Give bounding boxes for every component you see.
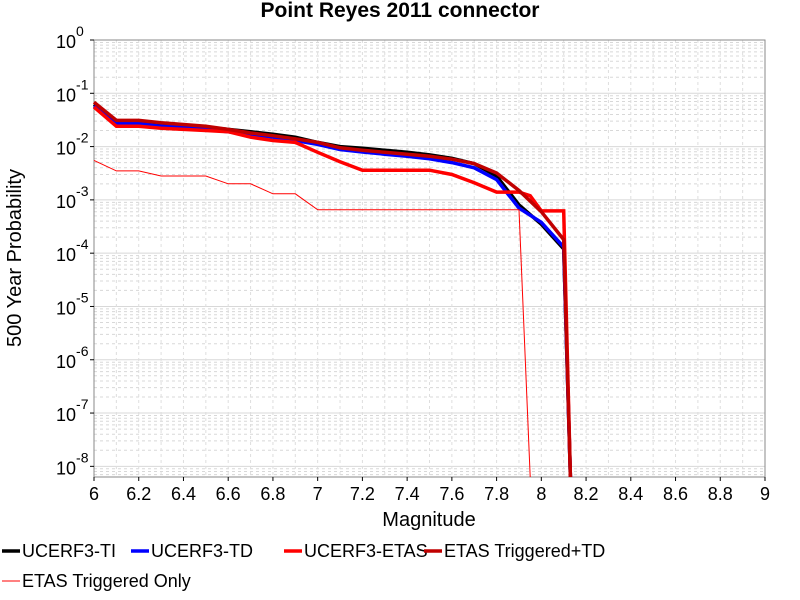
x-tick-label: 7 (313, 484, 323, 504)
y-tick-label: 10-1 (56, 76, 89, 105)
legend: UCERF3-TI UCERF3-TD UCERF3-ETAS ETAS Trigge… (2, 541, 605, 591)
x-tick-label: 6.4 (171, 484, 196, 504)
legend-item: ETAS Triggered Only (2, 571, 191, 591)
legend-label: UCERF3-TI (22, 541, 116, 561)
y-tick-label: 10-6 (56, 343, 89, 372)
x-tick-label: 6 (89, 484, 99, 504)
x-tick-label: 8.6 (663, 484, 688, 504)
x-tick-label: 7.2 (350, 484, 375, 504)
series-line-etas-triggered-only (93, 159, 531, 478)
grid (93, 39, 766, 477)
legend-item: UCERF3-TI (2, 541, 116, 561)
y-tick-label: 10-8 (56, 449, 89, 478)
y-tick-label: 10-4 (56, 236, 89, 265)
x-tick-label: 6.2 (126, 484, 151, 504)
x-tick-label: 9 (760, 484, 770, 504)
legend-item: UCERF3-TD (131, 541, 253, 561)
x-axis-label: Magnitude (382, 509, 475, 531)
legend-item: ETAS Triggered+TD (424, 541, 605, 561)
legend-label: UCERF3-ETAS (304, 541, 428, 561)
x-tick-label: 7.6 (439, 484, 464, 504)
y-tick-label: 10-7 (56, 396, 89, 425)
chart-title: Point Reyes 2011 connector (261, 0, 540, 22)
y-axis-label: 500 Year Probability (4, 169, 26, 347)
x-tick-label: 8.8 (708, 484, 733, 504)
y-tick-label: 10-2 (56, 130, 89, 159)
legend-label: ETAS Triggered Only (22, 571, 191, 591)
y-tick-label: 100 (56, 23, 84, 52)
x-tick-label: 6.8 (260, 484, 285, 504)
y-tick-label: 10-5 (56, 289, 89, 318)
legend-label: ETAS Triggered+TD (444, 541, 605, 561)
plot-frame (93, 39, 766, 478)
series-line-etas-triggered-td (92, 100, 573, 478)
x-tick-label: 8 (536, 484, 546, 504)
x-axis-ticks: 6 6.2 6.4 6.6 6.8 7 7.2 7.4 7.6 7.8 8 8.2 8.4 8.6 8.8 9 (89, 477, 770, 504)
series (92, 100, 573, 478)
x-tick-label: 8.2 (574, 484, 599, 504)
x-tick-label: 8.4 (618, 484, 643, 504)
y-tick-label: 10-3 (56, 183, 89, 212)
x-tick-label: 6.6 (216, 484, 241, 504)
x-tick-label: 7.4 (395, 484, 420, 504)
y-axis-ticks: 100 10-1 10-2 10-3 10-4 10-5 10-6 10-7 10-8 (56, 23, 94, 478)
legend-item: UCERF3-ETAS (284, 541, 428, 561)
x-tick-label: 7.8 (484, 484, 509, 504)
legend-label: UCERF3-TD (151, 541, 253, 561)
